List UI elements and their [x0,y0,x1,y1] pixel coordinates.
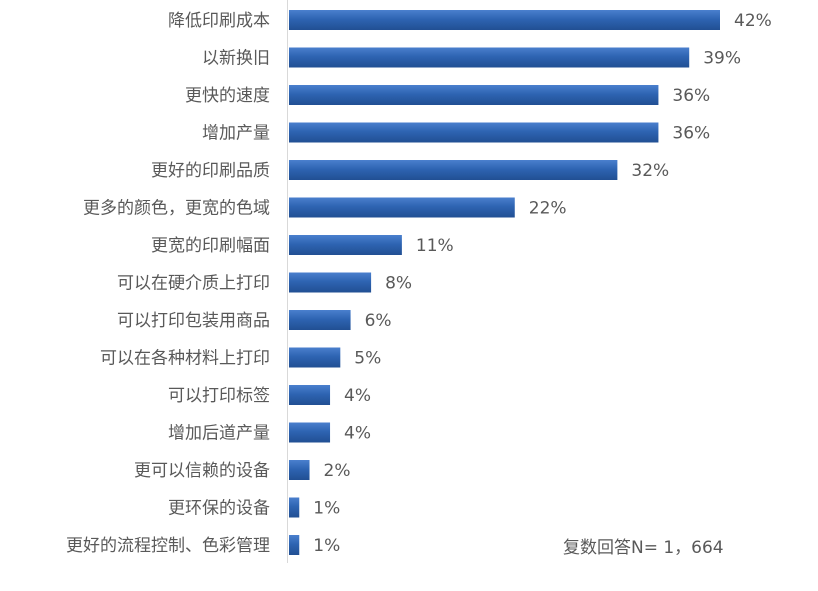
bar [289,310,351,330]
bar [289,385,331,405]
category-label: 可以在各种材料上打印 [100,349,270,369]
value-label: 5% [354,349,381,369]
bar [289,10,720,30]
category-label: 降低印刷成本 [168,11,270,31]
bars-group [289,10,720,555]
value-label: 1% [313,499,340,519]
value-label: 36% [672,124,710,144]
bar [289,347,341,368]
value-label: 1% [313,536,340,556]
category-label: 更可以信赖的设备 [134,461,270,481]
category-label: 更宽的印刷幅面 [151,236,270,256]
value-label: 6% [365,311,392,331]
bar [289,197,515,218]
value-label: 22% [529,199,567,219]
category-label: 可以在硬介质上打印 [117,274,270,294]
bar [289,422,331,443]
category-label: 以新换旧 [202,49,270,69]
category-label: 更好的流程控制、色彩管理 [66,536,270,556]
value-label: 4% [344,386,371,406]
bar [289,160,618,180]
category-label: 更快的速度 [185,86,270,106]
category-label: 增加产量 [202,124,270,144]
bar [289,460,310,480]
bar [289,497,300,518]
value-label: 39% [703,49,741,69]
bar [289,122,659,143]
category-label: 可以打印标签 [168,386,270,406]
value-label: 42% [734,11,772,31]
bar [289,272,372,293]
category-label: 更环保的设备 [168,499,270,519]
category-label: 可以打印包装用商品 [117,311,270,331]
sample-size-note: 复数回答N= 1，664 [563,538,724,558]
value-label: 32% [631,161,669,181]
value-labels-group: 42%39%36%36%32%22%11%8%6%5%4%4%2%1%1% [313,11,772,556]
bar [289,535,300,555]
value-label: 11% [416,236,454,256]
category-label: 更多的颜色，更宽的色域 [83,199,270,219]
category-label: 更好的印刷品质 [151,161,270,181]
bar [289,47,690,68]
bar [289,85,659,105]
value-label: 36% [672,86,710,106]
value-label: 2% [324,461,351,481]
value-label: 4% [344,424,371,444]
value-label: 8% [385,274,412,294]
category-label: 增加后道产量 [168,424,270,444]
bar [289,235,402,255]
category-labels-group: 降低印刷成本以新换旧更快的速度增加产量更好的印刷品质更多的颜色，更宽的色域更宽的… [66,11,270,556]
